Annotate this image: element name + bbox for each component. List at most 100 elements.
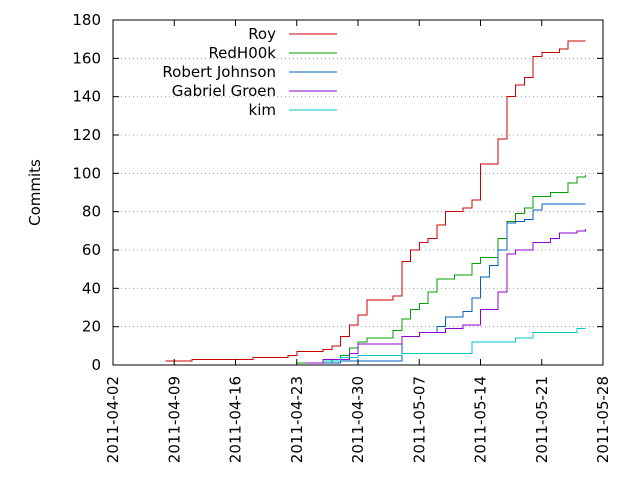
- series-1-point: [515, 213, 516, 214]
- x-tick-label: 2011-04-16: [227, 376, 245, 463]
- series-3-point: [305, 362, 306, 363]
- legend-label: Gabriel Groen: [172, 82, 276, 100]
- x-tick-label: 2011-05-07: [410, 376, 428, 463]
- series-0-point: [532, 56, 533, 57]
- series-4-point: [576, 328, 577, 329]
- series-0-point: [401, 261, 402, 262]
- series-1-point: [427, 292, 428, 293]
- series-1-point: [567, 182, 568, 183]
- series-1-point: [349, 347, 350, 348]
- series-0-point: [287, 355, 288, 356]
- series-1-point: [454, 274, 455, 275]
- series-lines: [165, 40, 586, 364]
- series-2-point: [541, 203, 542, 204]
- series-1-point: [506, 221, 507, 222]
- series-2-point: [436, 326, 437, 327]
- series-0-point: [515, 85, 516, 86]
- series-4-point: [532, 332, 533, 333]
- series-0-point: [296, 351, 297, 352]
- series-3-point: [419, 332, 420, 333]
- y-tick-label: 160: [72, 49, 101, 67]
- series-2-point: [515, 221, 516, 222]
- series-line-2: [314, 203, 586, 364]
- y-tick-label: 40: [82, 279, 101, 297]
- series-3-point: [515, 249, 516, 250]
- series-0-point: [322, 349, 323, 350]
- series-0-point: [559, 48, 560, 49]
- series-2-point: [506, 223, 507, 224]
- series-1-point: [576, 177, 577, 178]
- series-line-0: [165, 40, 586, 362]
- series-0-point: [524, 77, 525, 78]
- series-3-point: [585, 228, 586, 229]
- series-line-1: [296, 175, 586, 364]
- legend-label: Robert Johnson: [162, 63, 276, 81]
- series-1-point: [532, 196, 533, 197]
- x-tick-label: 2011-04-09: [165, 376, 183, 463]
- series-0-point: [349, 324, 350, 325]
- series-3-point: [576, 230, 577, 231]
- series-2-point: [585, 203, 586, 204]
- series-1-point: [585, 175, 586, 176]
- series-1-point: [340, 355, 341, 356]
- series-0-point: [462, 207, 463, 208]
- series-0-point: [191, 359, 192, 360]
- series-1-point: [524, 207, 525, 208]
- series-0-point: [419, 242, 420, 243]
- series-2-point: [445, 316, 446, 317]
- y-tick-label: 60: [82, 241, 101, 259]
- series-0-point: [471, 200, 472, 201]
- grid-lines: [113, 57, 603, 328]
- series-1-point: [436, 278, 437, 279]
- series-0-point: [506, 96, 507, 97]
- series-1-point: [392, 330, 393, 331]
- series-1-point: [357, 341, 358, 342]
- series-0-point: [331, 345, 332, 346]
- series-1-point: [401, 318, 402, 319]
- series-0-point: [445, 211, 446, 212]
- series-0-point: [541, 52, 542, 53]
- series-0-point: [567, 40, 568, 41]
- series-0-point: [357, 315, 358, 316]
- y-axis-title: Commits: [26, 159, 44, 226]
- x-tick-label: 2011-04-23: [288, 376, 306, 463]
- series-0-point: [585, 40, 586, 41]
- x-tick-label: 2011-04-02: [104, 376, 122, 463]
- series-1-point: [497, 238, 498, 239]
- series-0-point: [244, 359, 245, 360]
- series-1-point: [410, 309, 411, 310]
- series-0-point: [480, 163, 481, 164]
- series-1-point: [480, 257, 481, 258]
- y-tick-label: 100: [72, 164, 101, 182]
- y-axis-ticks: 0 20 40 60 80 100 120 140 160 180: [72, 11, 603, 374]
- series-4-point: [322, 361, 323, 362]
- series-0-point: [392, 295, 393, 296]
- series-3-point: [349, 353, 350, 354]
- series-2-point: [480, 276, 481, 277]
- series-3-point: [357, 343, 358, 344]
- series-2-point: [462, 311, 463, 312]
- y-tick-label: 80: [82, 203, 101, 221]
- y-tick-label: 20: [82, 318, 101, 336]
- x-tick-label: 2011-05-21: [533, 376, 551, 463]
- x-tick-label: 2011-04-30: [349, 376, 367, 463]
- series-line-3: [305, 228, 586, 364]
- series-0-point: [410, 249, 411, 250]
- series-3-point: [550, 238, 551, 239]
- series-3-point: [322, 359, 323, 360]
- series-1-point: [471, 263, 472, 264]
- series-4-point: [471, 341, 472, 342]
- series-line-4: [323, 328, 586, 362]
- series-2-point: [471, 297, 472, 298]
- series-3-point: [497, 292, 498, 293]
- y-tick-label: 180: [72, 11, 101, 29]
- series-1-point: [419, 303, 420, 304]
- legend-label: RedH00k: [208, 44, 276, 62]
- series-4-point: [357, 355, 358, 356]
- series-0-point: [340, 336, 341, 337]
- series-0-point: [165, 361, 166, 362]
- series-3-point: [559, 232, 560, 233]
- legend-label: Roy: [248, 25, 276, 43]
